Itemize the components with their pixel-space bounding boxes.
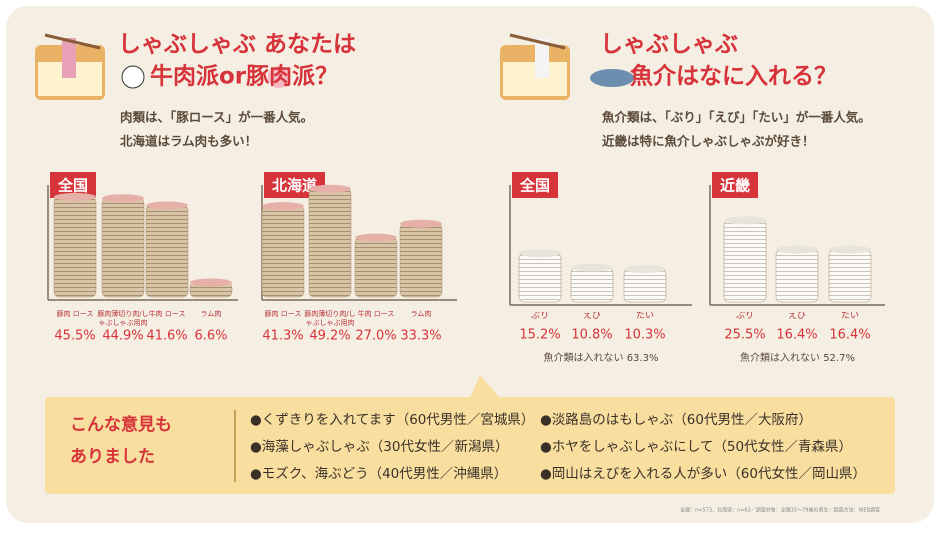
category-label: たい: [840, 312, 859, 321]
plate-stack: [308, 188, 352, 298]
category-label: たい: [635, 312, 654, 321]
comment-heading: こんな意見も: [70, 414, 172, 435]
category-label-box: 豚肉薄切り肉/しゃぶしゃぶ用肉: [97, 310, 149, 327]
panel-note: 近畿は特に魚介しゃぶしゃぶが好き！: [602, 134, 815, 149]
panel-note: 北海道はラム肉も多い！: [120, 134, 257, 149]
stack-top: [355, 233, 397, 242]
stack-top: [190, 278, 232, 287]
comment: ●くずきりを入れてます（60代男性／宮城県）: [250, 412, 534, 428]
chart-label-bg: [712, 172, 758, 198]
plate-stack: [723, 220, 767, 303]
category-label: 牛肉 ロース: [148, 310, 186, 318]
category-label-box: たい: [635, 312, 654, 321]
stack-top: [829, 245, 871, 254]
pot-icon: [35, 33, 634, 100]
category-label-box: 豚肉薄切り肉/しゃぶしゃぶ用肉: [304, 310, 356, 327]
value-label: 10.3%: [624, 328, 665, 343]
plate-stack: [53, 196, 97, 298]
category-label-box: 豚肉 ロース: [264, 310, 302, 318]
chart-label: 全国: [57, 177, 88, 195]
value-label: 33.3%: [400, 329, 441, 344]
comment: ●岡山はえびを入れる人が多い（60代女性／岡山県）: [540, 465, 866, 482]
plate-stack: [145, 205, 189, 298]
stack-top: [519, 249, 561, 258]
comment-heading: ありました: [70, 447, 155, 467]
value-label: 27.0%: [355, 329, 396, 344]
category-label: えび: [787, 312, 806, 321]
plate-stack: [570, 267, 614, 303]
plate-stack: [101, 197, 145, 298]
category-label-box: 牛肉 ロース: [357, 310, 395, 318]
stack-top: [571, 263, 613, 272]
chart-label: 全国: [519, 177, 550, 195]
plate-stack: [828, 249, 872, 303]
chart-note: 魚介類は入れない 63.3%: [544, 351, 659, 364]
comment: ●ホヤをしゃぶしゃぶにして（50代女性／青森県）: [540, 438, 852, 455]
value-label: 10.8%: [571, 328, 612, 343]
value-label: 25.5%: [724, 328, 765, 343]
category-label-box: 豚肉 ロース: [56, 310, 94, 318]
comment-box: [45, 397, 895, 494]
panel-title: しゃぶしゃぶ: [600, 32, 738, 58]
category-label: 牛肉 ロース: [357, 310, 395, 318]
category-label: ラム肉: [200, 310, 222, 318]
plate-stack: [623, 268, 667, 303]
stack-top: [309, 184, 351, 193]
value-label: 16.4%: [829, 328, 870, 343]
category-label: 豚肉薄切り肉/しゃぶしゃぶ用肉: [304, 310, 356, 327]
plate-stack: [261, 205, 305, 298]
category-label-box: ラム肉: [200, 310, 222, 318]
value-label: 6.6%: [194, 329, 227, 344]
panel-note: 肉類は、「豚ロース」が一番人気。: [120, 110, 313, 125]
plate-stack: [518, 253, 562, 303]
panel-note: 魚介類は、「ぶり」「えび」「たい」が一番人気。: [602, 110, 871, 125]
panel-title: 牛肉派or豚肉派？: [150, 64, 338, 90]
category-label: ぶり: [530, 312, 549, 321]
category-label-box: ぶり: [735, 312, 754, 321]
plate-stack: [775, 249, 819, 303]
background: [6, 6, 934, 523]
stack-top: [262, 202, 304, 211]
category-label: えび: [582, 312, 601, 321]
category-label: ぶり: [735, 312, 754, 321]
category-label-box: 牛肉 ロース: [148, 310, 186, 318]
value-label: 49.2%: [309, 329, 350, 344]
category-label-box: ぶり: [530, 312, 549, 321]
comment: ●海藻しゃぶしゃぶ（30代女性／新潟県）: [250, 438, 508, 455]
category-label-box: ラム肉: [410, 310, 432, 318]
category-label: 豚肉 ロース: [56, 310, 94, 318]
stack-top: [102, 194, 144, 203]
chart-label: 近畿: [720, 177, 750, 195]
plate-stack: [399, 223, 443, 298]
stack-top: [400, 219, 442, 228]
value-label: 16.4%: [776, 328, 817, 343]
stack-top: [624, 265, 666, 274]
footnote: 全国：n=573、北海道：n=63／調査対象：全国15〜79歳の男女／調査方法：…: [680, 507, 880, 514]
category-label: ラム肉: [410, 310, 432, 318]
plate-stack: [354, 237, 398, 298]
stack-top: [776, 245, 818, 254]
value-label: 45.5%: [54, 329, 95, 344]
category-label-box: えび: [787, 312, 806, 321]
category-label-box: たい: [840, 312, 859, 321]
bubble-tail: [470, 375, 500, 398]
value-label: 15.2%: [519, 328, 560, 343]
panel-title: 魚介はなに入れる？: [630, 63, 837, 90]
panel-title: しゃぶしゃぶ あなたは: [118, 32, 356, 58]
chart-label-bg: [512, 172, 558, 198]
comment: ●モズク、海ぶどう（40代男性／沖縄県）: [250, 466, 507, 482]
stack-top: [146, 201, 188, 210]
chart-label: 北海道: [272, 177, 317, 195]
comment: ●淡路島のはもしゃぶ（60代男性／大阪府）: [540, 412, 812, 428]
value-label: 41.6%: [146, 329, 187, 344]
chart-note: 魚介類は入れない 52.7%: [740, 351, 855, 364]
stack-top: [54, 192, 96, 201]
stack-top: [724, 216, 766, 225]
category-label: 豚肉薄切り肉/しゃぶしゃぶ用肉: [97, 310, 149, 327]
category-label: 豚肉 ロース: [264, 310, 302, 318]
value-label: 44.9%: [102, 329, 143, 344]
category-label-box: えび: [582, 312, 601, 321]
value-label: 41.3%: [262, 329, 303, 344]
